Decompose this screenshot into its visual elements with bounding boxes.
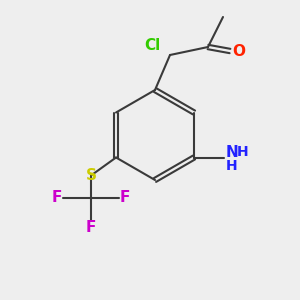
Text: O: O [232,44,245,59]
Text: H: H [237,146,249,160]
Text: H: H [226,158,238,172]
Text: Cl: Cl [144,38,160,52]
Text: F: F [52,190,62,205]
Text: F: F [86,220,96,235]
Text: F: F [120,190,130,205]
Text: S: S [85,168,97,183]
Text: N: N [226,145,239,160]
